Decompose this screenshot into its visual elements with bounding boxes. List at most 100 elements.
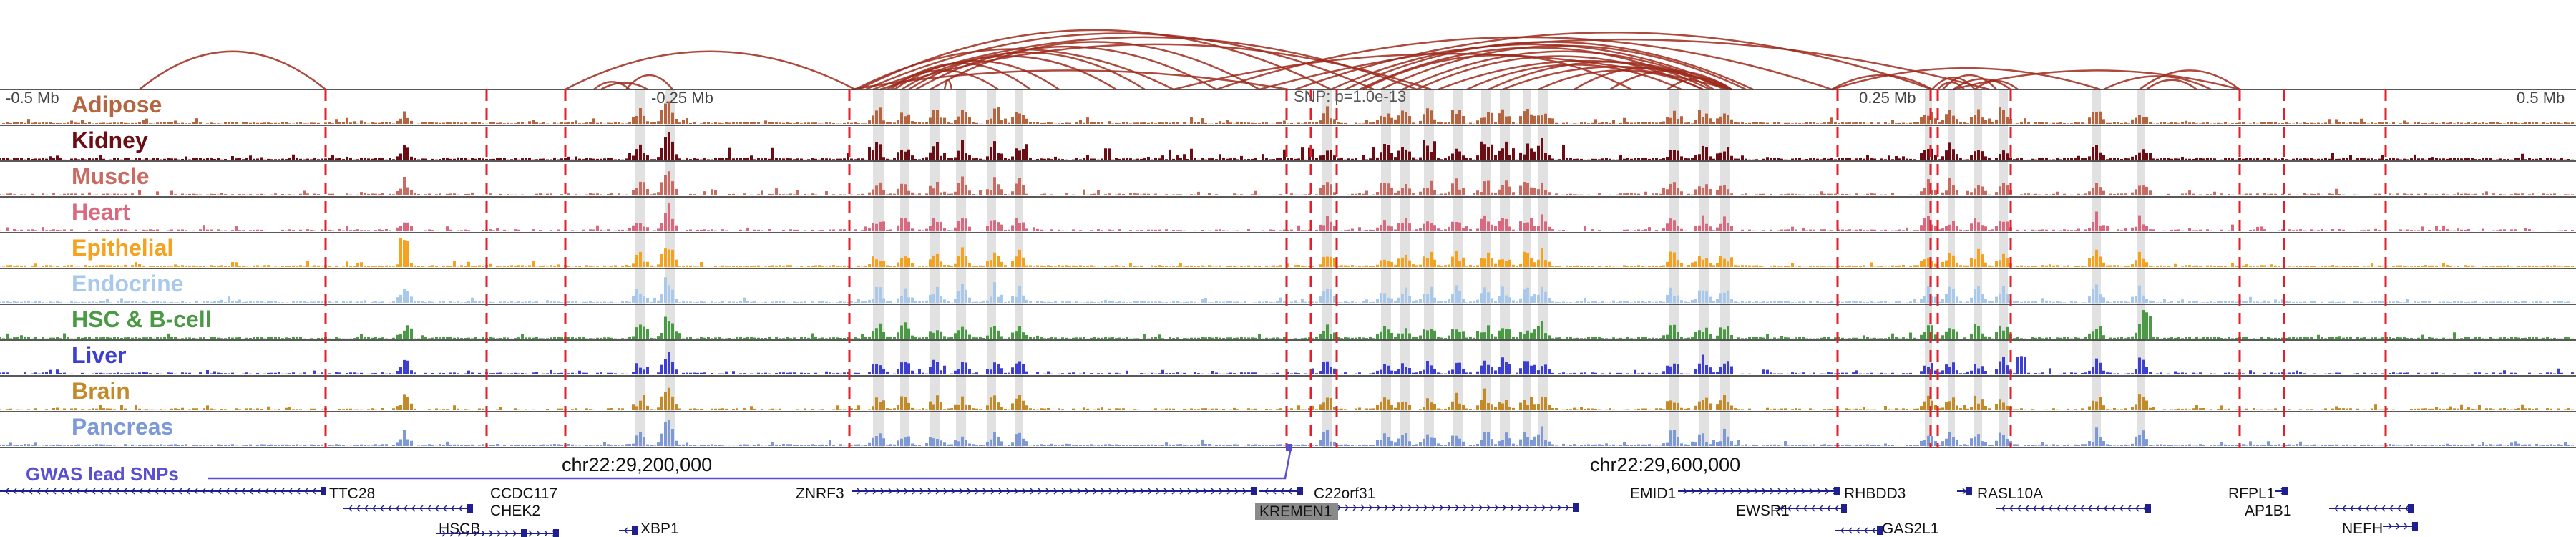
highlighted-gene-box bbox=[1255, 503, 1338, 520]
track-label: Kidney bbox=[72, 127, 148, 153]
signal-track-9 bbox=[0, 420, 2574, 446]
gene-strand-arrows bbox=[1840, 527, 1876, 534]
gene-strand-arrows bbox=[481, 530, 556, 537]
gene-exon bbox=[1966, 487, 1972, 495]
gene-exon bbox=[1877, 526, 1883, 535]
loop-arc bbox=[593, 81, 630, 90]
gene-strand-arrows bbox=[348, 505, 471, 512]
gene-exon bbox=[2412, 522, 2418, 531]
gwas-track-label: GWAS lead SNPs bbox=[26, 463, 179, 485]
gene-exon bbox=[467, 504, 473, 513]
loop-arc bbox=[2103, 75, 2212, 91]
coordinate-label: chr22:29,600,000 bbox=[1590, 454, 1740, 475]
signal-track-4 bbox=[0, 238, 2574, 267]
snp-pvalue-label: SNP: p=1.0e-13 bbox=[1294, 87, 1406, 105]
loop-arc bbox=[1942, 74, 1997, 90]
signal-track-3 bbox=[0, 203, 2574, 231]
loop-arc bbox=[565, 50, 856, 91]
track-frames bbox=[0, 89, 2576, 448]
loop-arc bbox=[2146, 79, 2197, 90]
gene-strand-arrows bbox=[1780, 505, 1839, 512]
gene-label: EWSR1 bbox=[1736, 503, 1790, 519]
gene-exon bbox=[1834, 487, 1840, 495]
loop-arc bbox=[2139, 69, 2240, 90]
gene-labels: TTC28 CCDC117 CHEK2 HSCB XBP1 ZNRF3 C22o… bbox=[329, 485, 2383, 537]
gene-label: C22orf31 bbox=[1314, 485, 1375, 502]
gene-strand-arrows bbox=[1683, 488, 1837, 495]
loop-arc bbox=[901, 55, 1117, 91]
gene-exon bbox=[2145, 504, 2151, 513]
track-label: Heart bbox=[72, 199, 130, 225]
signal-tracks bbox=[0, 101, 2574, 446]
loop-arc bbox=[1953, 69, 2240, 91]
gene-label: CCDC117 bbox=[490, 485, 557, 502]
distance-axis: -0.5 Mb -0.25 Mb 0.25 Mb 0.5 Mb SNP: p=1… bbox=[6, 87, 2565, 107]
gene-strand-arrows bbox=[1962, 488, 1966, 495]
track-label: Endocrine bbox=[72, 271, 183, 296]
axis-tick-label: -0.5 Mb bbox=[6, 89, 59, 107]
loop-arc bbox=[1974, 79, 2019, 90]
gene-exon bbox=[2282, 487, 2288, 495]
loop-arc bbox=[865, 32, 1375, 91]
gene-label: GAS2L1 bbox=[1882, 521, 1938, 537]
loop-arc bbox=[1345, 41, 1754, 91]
signal-track-1 bbox=[0, 132, 2574, 160]
gene-strand-arrows bbox=[2334, 505, 2409, 512]
gene-strand-arrows bbox=[1264, 488, 1300, 495]
loop-arc bbox=[1294, 32, 1933, 91]
loop-arc bbox=[858, 29, 1332, 91]
gene-label: XBP1 bbox=[640, 521, 679, 537]
loop-arc bbox=[1259, 38, 1990, 91]
gene-exon bbox=[1297, 487, 1303, 495]
loop-arc bbox=[1667, 77, 1732, 91]
signal-track-7 bbox=[0, 352, 2574, 374]
gene-label: EMID1 bbox=[1630, 485, 1676, 502]
loop-arc bbox=[1380, 44, 1747, 91]
track-label: Epithelial bbox=[72, 235, 173, 261]
loop-arc bbox=[625, 74, 673, 90]
gene-strand-arrows bbox=[2388, 523, 2416, 530]
gene-label-highlighted: KREMEN1 bbox=[1259, 503, 1332, 520]
gene-exon bbox=[553, 529, 559, 537]
gene-label: ZNRF3 bbox=[796, 485, 844, 502]
gene-exon bbox=[1573, 503, 1579, 512]
track-label: Muscle bbox=[72, 163, 149, 189]
signal-track-6 bbox=[0, 310, 2574, 339]
axis-tick-label: -0.25 Mb bbox=[651, 89, 713, 107]
chromatin-loop-arcs bbox=[139, 29, 2240, 91]
gene-label: CHEK2 bbox=[490, 503, 540, 519]
gene-label: TTC28 bbox=[329, 485, 375, 502]
loop-arc bbox=[1831, 67, 2101, 91]
gene-exon bbox=[321, 487, 326, 495]
signal-track-5 bbox=[0, 277, 2574, 303]
tad-boundary-lines bbox=[324, 90, 2387, 448]
loop-arc bbox=[1831, 74, 1933, 91]
loop-arc bbox=[1362, 54, 1632, 91]
track-labels: Adipose Kidney Muscle Heart Epithelial Endocr… bbox=[72, 92, 212, 440]
track-label: Brain bbox=[72, 378, 130, 404]
gwas-track: GWAS lead SNPs bbox=[26, 444, 1292, 485]
axis-tick-label: 0.5 Mb bbox=[2517, 89, 2565, 107]
signal-track-2 bbox=[0, 171, 2574, 195]
gene-label: RFPL1 bbox=[2228, 485, 2275, 502]
track-label: Pancreas bbox=[72, 414, 173, 440]
loop-arc bbox=[930, 41, 1260, 91]
loop-arc bbox=[1330, 43, 1732, 91]
loop-arc bbox=[139, 50, 326, 90]
gene-label: RASL10A bbox=[1977, 485, 2043, 502]
gene-label: RHBDD3 bbox=[1844, 485, 1906, 502]
track-label: Adipose bbox=[72, 92, 162, 117]
loop-arc bbox=[915, 45, 1217, 91]
loop-arc bbox=[1416, 55, 1704, 91]
loop-arc bbox=[908, 51, 1146, 91]
track-label: HSC & B-cell bbox=[72, 306, 212, 332]
gene-exon bbox=[2408, 504, 2414, 513]
loop-arc bbox=[1574, 67, 1714, 91]
loop-arc bbox=[1953, 78, 2011, 91]
gwas-snp-marker bbox=[1286, 444, 1292, 451]
loop-arc bbox=[1502, 65, 1732, 91]
coordinate-labels: chr22:29,200,000 chr22:29,600,000 bbox=[562, 454, 1740, 475]
gene-strand-arrows bbox=[2001, 505, 2147, 512]
gene-strand-arrows bbox=[857, 488, 1254, 495]
gene-label: NEFH bbox=[2342, 521, 2383, 537]
